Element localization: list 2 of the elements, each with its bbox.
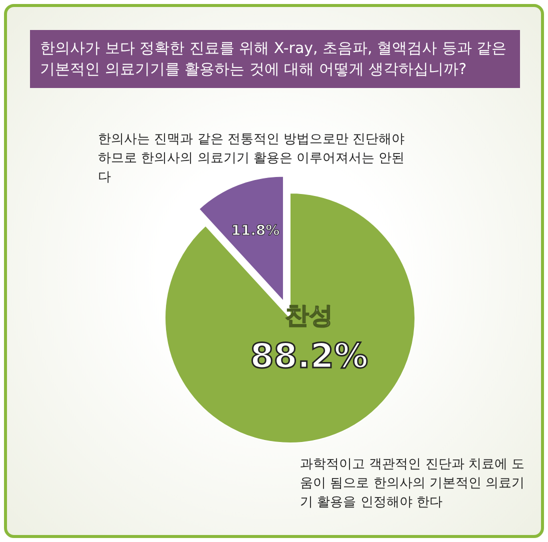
annotation: 과학적이고 객관적인 진단과 치료에 도움이 됨으로 한의사의 기본적인 의료기기 활용을 인정해야 한다	[300, 456, 525, 512]
title: 한의사가 보다 정확한 진료를 위해 X-ray, 초음파, 혈액검사 등과 같은 기본적인 의료기기를 활용하는 것에 대해 어떻게 생각하십니까?	[30, 30, 520, 88]
